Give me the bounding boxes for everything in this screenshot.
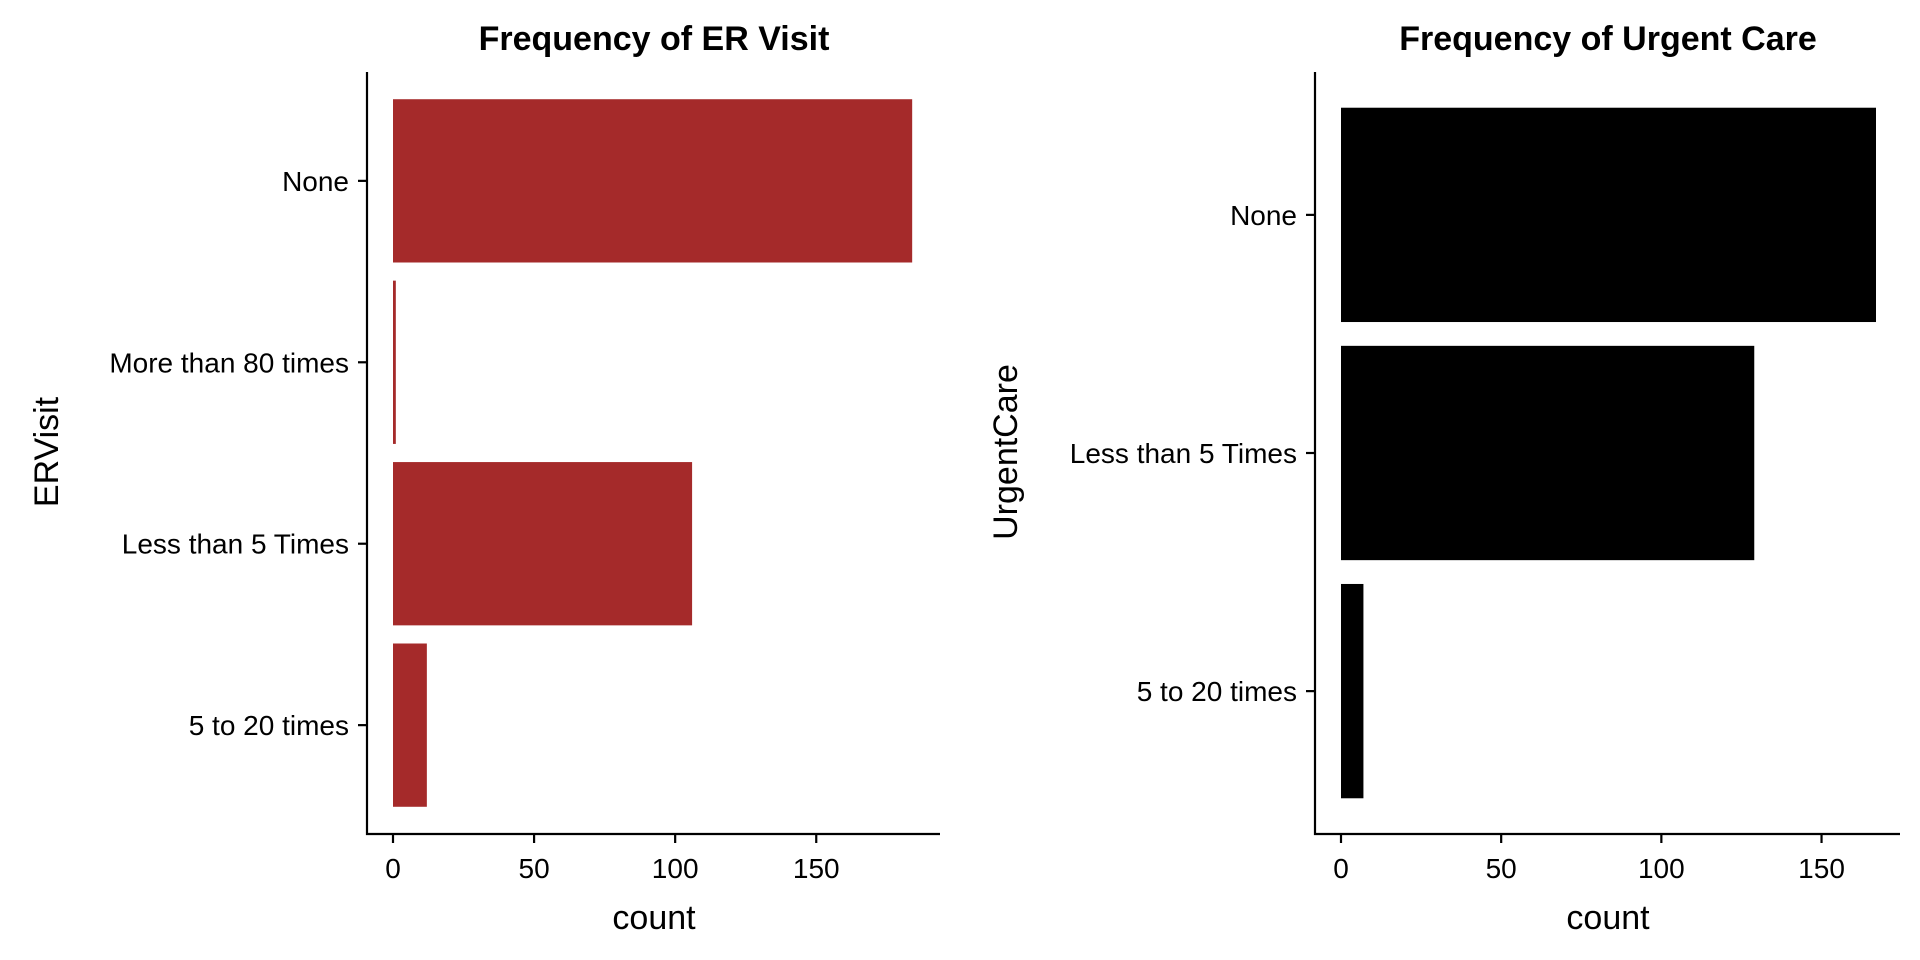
y-tick-label: Less than 5 Times [122,529,349,560]
er-visit-panel: Frequency of ER Visit ERVisit count None… [28,20,940,937]
urgent-care-xlabel: count [1566,899,1650,937]
er-visit-ylabel: ERVisit [28,396,66,507]
er-visit-y-axis: None More than 80 times Less than 5 Times 5… [109,166,367,741]
x-tick-label: 0 [385,853,401,884]
bar [393,462,693,626]
x-tick-label: 100 [652,853,699,884]
y-tick-label: None [282,166,349,197]
bar [1341,107,1876,323]
urgent-care-title: Frequency of Urgent Care [1399,20,1817,58]
y-tick-label: More than 80 times [109,347,349,378]
y-tick-label: 5 to 20 times [189,710,349,741]
bar [393,280,396,444]
y-tick-label: None [1230,200,1297,231]
urgent-care-panel: Frequency of Urgent Care UrgentCare coun… [987,20,1900,937]
urgent-care-y-axis: None Less than 5 Times 5 to 20 times [1070,200,1315,707]
y-tick-label: 5 to 20 times [1137,676,1297,707]
x-tick-label: 150 [1798,853,1845,884]
x-tick-label: 150 [793,853,840,884]
er-visit-bars [393,99,913,807]
x-tick-label: 100 [1638,853,1685,884]
er-visit-x-axis: 0 50 100 150 [385,834,840,884]
y-tick-label: Less than 5 Times [1070,438,1297,469]
bar [393,643,427,807]
x-tick-label: 50 [519,853,550,884]
bar [393,99,913,263]
er-visit-title: Frequency of ER Visit [479,20,830,58]
bar [1341,345,1755,561]
urgent-care-bars [1341,107,1876,799]
bar [1341,583,1364,799]
er-visit-axis-lines [365,72,940,836]
urgent-care-ylabel: UrgentCare [987,364,1025,540]
urgent-care-x-axis: 0 50 100 150 [1333,834,1845,884]
urgent-care-axis-lines [1313,72,1900,836]
er-visit-xlabel: count [612,899,696,937]
x-tick-label: 0 [1333,853,1349,884]
x-tick-label: 50 [1486,853,1517,884]
